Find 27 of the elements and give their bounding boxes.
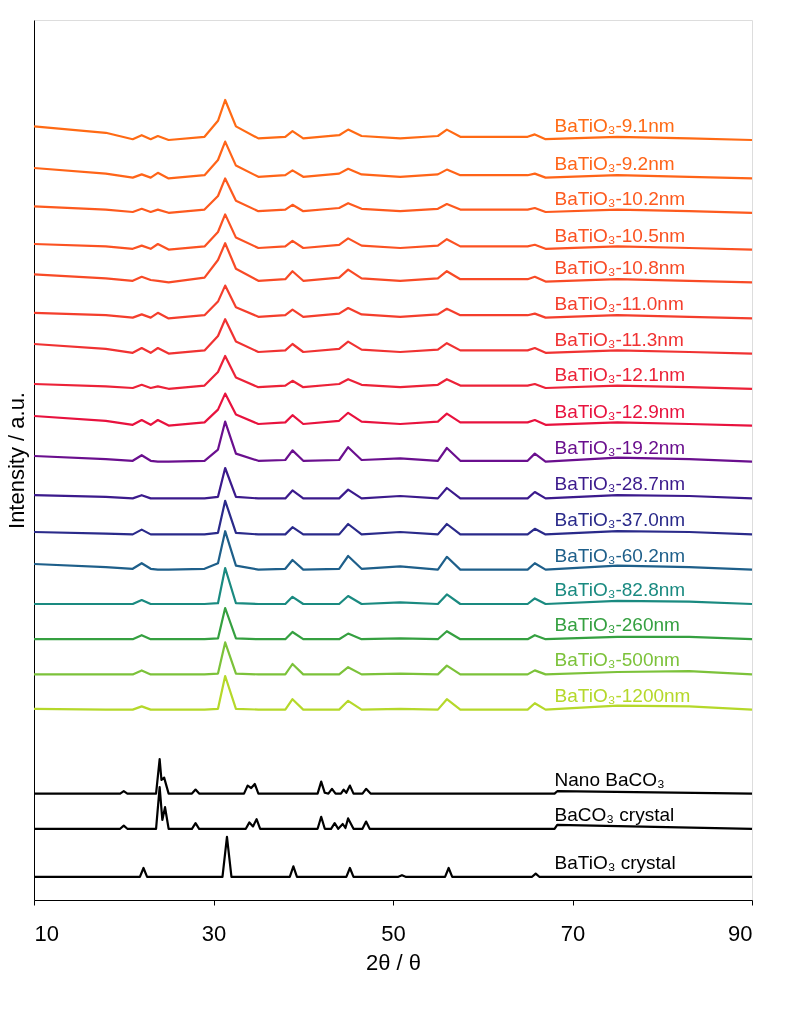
series-label: BaTiO₃-11.3nm: [554, 328, 684, 350]
series-label: BaTiO₃-10.5nm: [554, 224, 686, 246]
y-axis-title: Intensity / a.u.: [3, 392, 29, 529]
series-label: BaTiO₃-37.0nm: [554, 509, 686, 531]
series-label: BaTiO₃-1200nm: [554, 684, 691, 706]
series-label: BaTiO₃-9.2nm: [554, 153, 675, 175]
series-label: BaTiO₃-9.1nm: [554, 115, 675, 136]
series-label: Nano BaCO₃: [554, 768, 665, 790]
x-tick-label: 10: [34, 920, 59, 946]
x-tick-label: 70: [560, 920, 586, 946]
x-tick-label: 30: [201, 920, 227, 946]
series-label: BaTiO₃-260nm: [554, 614, 680, 636]
series-label: BaTiO₃-60.2nm: [554, 544, 686, 566]
series-label: BaTiO₃-82.8nm: [554, 579, 686, 600]
series-label: BaTiO₃-19.2nm: [554, 436, 686, 458]
series-label: BaTiO₃-10.2nm: [554, 187, 686, 209]
series-label: BaTiO₃ crystal: [554, 851, 676, 873]
x-tick-label: 90: [728, 920, 753, 946]
series-label: BaTiO₃-500nm: [554, 649, 680, 671]
series-label: BaTiO₃-12.9nm: [554, 400, 686, 422]
series-label: BaTiO₃-28.7nm: [554, 473, 686, 495]
series-label: BaCO₃ crystal: [554, 803, 675, 825]
x-tick-label: 50: [381, 920, 406, 946]
series-label: BaTiO₃-10.8nm: [554, 257, 686, 279]
series-label: BaTiO₃-12.1nm: [554, 363, 686, 385]
series-label: BaTiO₃-11.0nm: [554, 293, 684, 315]
x-axis-title: 2θ / θ: [365, 949, 422, 975]
